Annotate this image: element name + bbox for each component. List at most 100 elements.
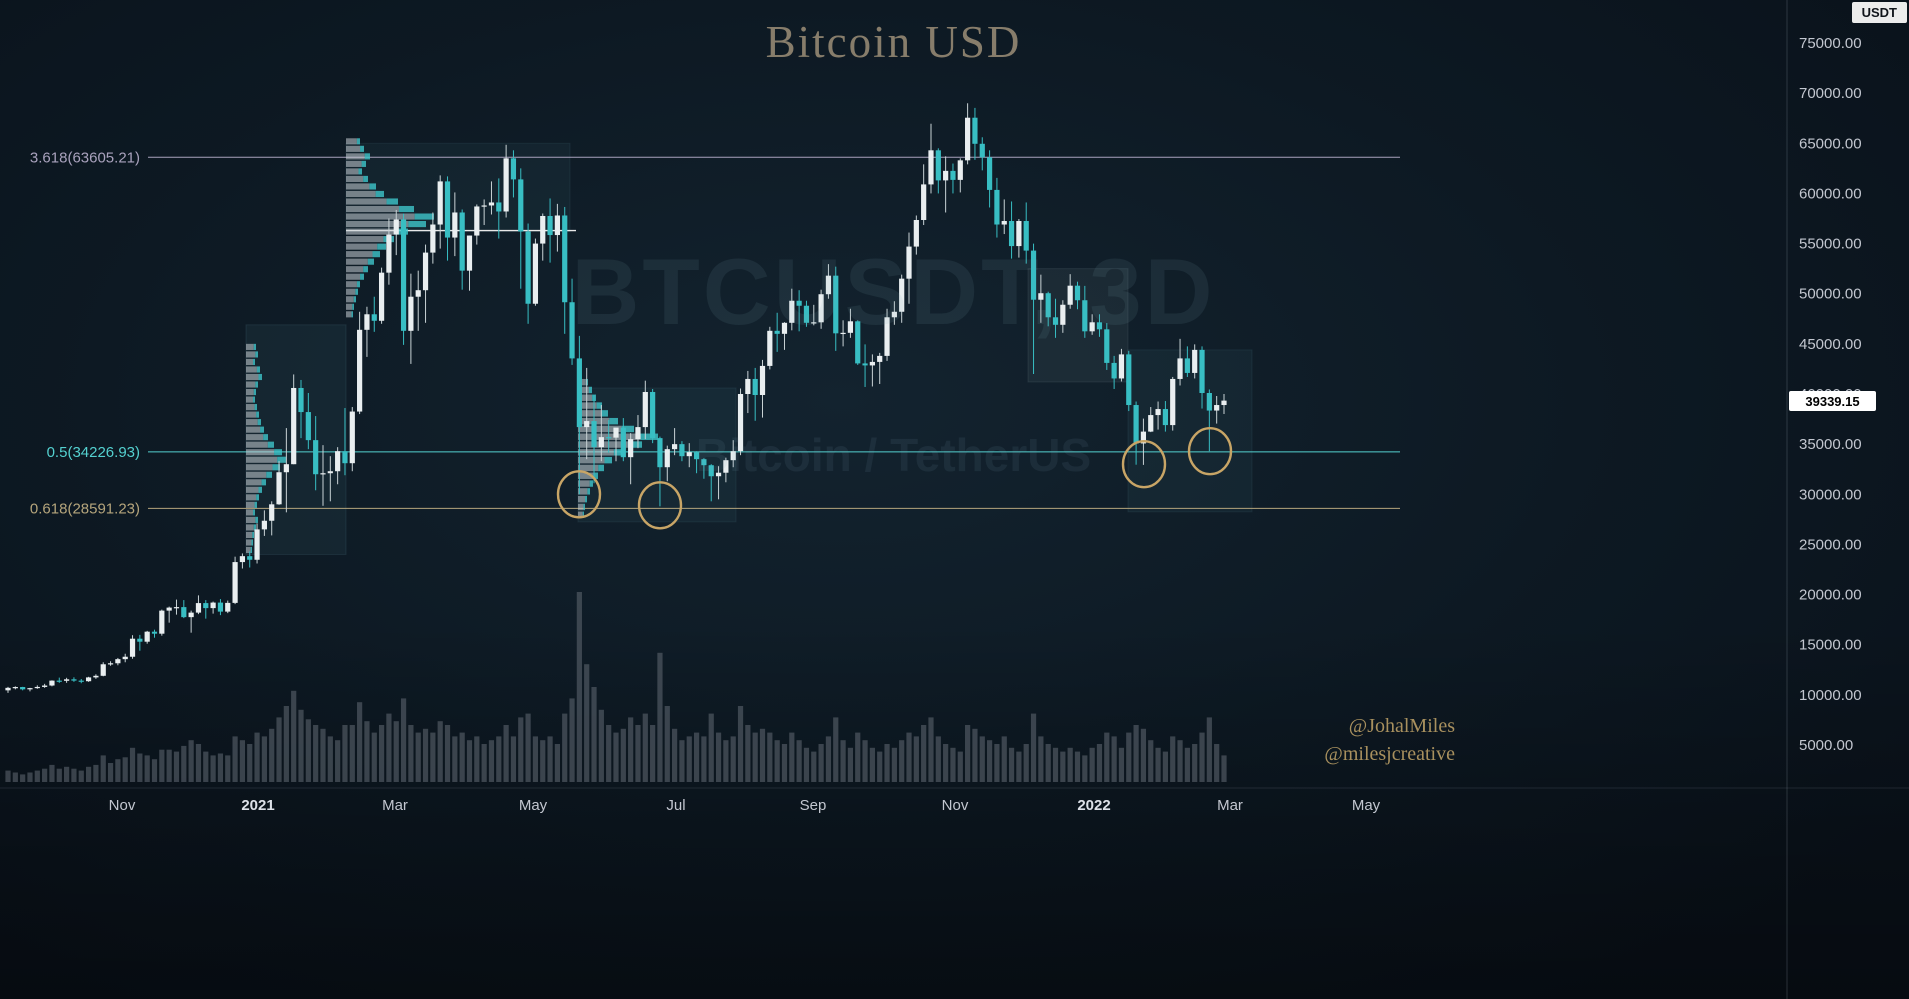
volume-profile-row — [578, 433, 641, 440]
highlight-boxes[interactable] — [245, 142, 1253, 555]
volume-bar — [159, 749, 165, 782]
time-tick-label: Nov — [942, 797, 969, 814]
volume-profile-row — [346, 145, 361, 152]
volume-profile-row — [246, 516, 256, 523]
circle-annotations[interactable] — [556, 426, 1233, 530]
volume-profile-row — [246, 449, 275, 456]
candle — [935, 148, 941, 194]
candle — [115, 657, 121, 666]
volume-bar — [49, 764, 55, 782]
volume-profile-row-tip — [386, 198, 398, 205]
volume-bar — [71, 768, 77, 782]
volume-bar — [225, 755, 231, 782]
candle — [518, 168, 524, 289]
volume-bar — [27, 772, 33, 782]
candle — [357, 311, 363, 415]
volume-bar — [855, 732, 861, 782]
candle — [195, 595, 202, 615]
volume-profile-row-tip — [274, 449, 282, 456]
volume-bar — [422, 728, 429, 782]
circle-annotation[interactable] — [1187, 426, 1233, 476]
candle — [774, 312, 780, 352]
candle — [100, 662, 106, 677]
candle — [1111, 355, 1117, 389]
candle — [921, 164, 927, 226]
candle — [422, 244, 429, 323]
volume-profile-row-tip — [582, 511, 584, 518]
candle — [1206, 389, 1212, 452]
volume-bar — [796, 740, 802, 782]
volume-profile-row — [246, 434, 264, 441]
volume-profile-row — [346, 281, 357, 288]
candle — [1038, 274, 1044, 323]
time-axis[interactable]: Nov 2021 Mar May Jul Sep Nov 2022 Mar May — [109, 797, 1381, 814]
candle — [232, 556, 238, 605]
circle-annotation[interactable] — [1121, 440, 1167, 489]
volume-bar — [100, 755, 106, 782]
candle — [869, 354, 875, 387]
volume-bar — [774, 740, 780, 782]
volume-profile-row-tip — [361, 160, 366, 167]
volume-profile-row — [346, 251, 373, 258]
candle — [283, 428, 289, 513]
volume-bar — [825, 736, 832, 782]
volume-bar — [210, 755, 216, 782]
volume-bar — [979, 736, 985, 782]
volume-profile-row — [578, 402, 597, 409]
volume-profile-row — [346, 213, 415, 220]
candle — [862, 344, 868, 387]
volume-profile-row-tip — [256, 366, 260, 373]
candle — [701, 458, 707, 479]
candle — [569, 278, 575, 365]
candle — [261, 510, 267, 536]
volume-profile-row — [246, 396, 254, 403]
candle — [532, 238, 539, 306]
circle-annotation[interactable] — [637, 481, 683, 530]
volume-bar — [415, 732, 421, 782]
candle — [210, 601, 216, 614]
volume-bar — [276, 717, 282, 782]
candle — [320, 445, 326, 506]
volume-profile-row — [246, 494, 257, 501]
volume-bar — [628, 717, 634, 782]
volume-profile-row-tip — [251, 539, 253, 546]
volume-profile-row — [246, 546, 251, 554]
volume-profile-row — [246, 343, 254, 350]
volume-profile-row — [246, 366, 257, 373]
volume-profile-row — [346, 153, 365, 160]
volume-bar — [906, 732, 912, 782]
volume-bar — [723, 740, 729, 782]
candle — [415, 270, 421, 331]
candle — [789, 288, 795, 331]
candle — [1133, 401, 1139, 465]
volume-bar — [1221, 755, 1227, 782]
volume-profile-row-tip — [360, 145, 364, 152]
candle — [203, 600, 209, 619]
candle — [833, 266, 839, 351]
volume-bar — [1192, 744, 1198, 782]
time-tick-label: 2022 — [1077, 797, 1110, 814]
volume-profile-row-tip — [253, 343, 256, 350]
volume-bar — [840, 740, 846, 782]
price-axis[interactable]: 75000.00 70000.00 65000.00 60000.00 55000.00… — [1799, 35, 1862, 754]
circle-annotation[interactable] — [556, 470, 602, 519]
volume-bar — [862, 740, 868, 782]
volume-bar — [430, 732, 436, 782]
volume-bar — [305, 719, 311, 782]
volume-profile-row-tip — [253, 358, 255, 366]
candle — [715, 466, 722, 500]
volume-bar — [269, 728, 275, 782]
volume-profile-row — [246, 479, 262, 486]
volume-profile-row-tip — [277, 456, 286, 463]
volume-profile-row — [578, 503, 584, 511]
volume-bar — [452, 736, 458, 782]
price-tick-label: 25000.00 — [1799, 536, 1862, 553]
price-tick-label: 5000.00 — [1799, 737, 1853, 754]
candle — [994, 177, 1000, 238]
time-tick-label: 2021 — [241, 797, 274, 814]
currency-badge[interactable]: USDT — [1851, 2, 1907, 23]
volume-bar — [239, 740, 246, 782]
candle — [606, 420, 612, 453]
candle — [1089, 314, 1095, 335]
